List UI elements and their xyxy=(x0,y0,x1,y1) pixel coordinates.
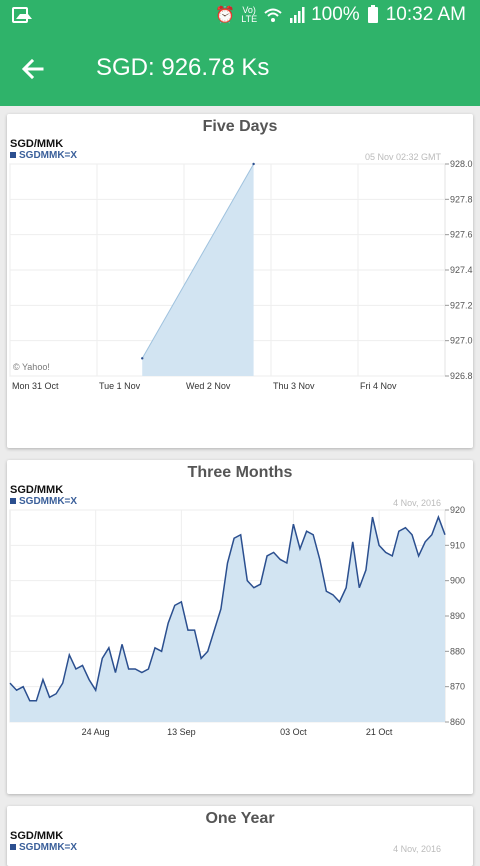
wifi-icon xyxy=(264,8,282,22)
chart-symbol: SGDMMK=X xyxy=(10,150,77,161)
y-tick-label: 880 xyxy=(450,646,465,656)
chart-title: Three Months xyxy=(187,464,293,481)
y-tick-label: 928.0 xyxy=(450,159,473,169)
data-point xyxy=(252,162,255,166)
y-tick-label: 927.0 xyxy=(450,336,473,346)
series-line xyxy=(9,514,446,702)
y-tick-label: 926.8 xyxy=(450,371,473,381)
battery-percent: 100% xyxy=(311,4,360,25)
three-months-chart: 920 910 900 890 880 870 860 24 Aug 13 Sep 03 Oct 2… xyxy=(9,505,465,737)
x-tick-label: 03 Oct xyxy=(280,727,307,737)
y-tick-label: 870 xyxy=(450,682,465,692)
legend-swatch xyxy=(10,498,16,504)
chart-timestamp: 4 Nov, 2016 xyxy=(393,844,441,854)
five-days-chart: 928.0 927.8 927.6 927.4 927.2 927.0 926.8 Mon 3… xyxy=(9,159,473,391)
five-days-card: Five Days SGD/MMK SGDMMK=X 05 Nov 02:32 … xyxy=(7,114,473,448)
y-tick-label: 890 xyxy=(450,611,465,621)
x-tick-label: Tue 1 Nov xyxy=(99,381,141,391)
chart-pair: SGD/MMK xyxy=(10,138,64,150)
series-line xyxy=(141,163,255,359)
y-tick-label: 927.6 xyxy=(450,230,473,240)
y-tick-label: 860 xyxy=(450,717,465,727)
chart-symbol-label: SGDMMK=X xyxy=(19,150,78,161)
x-tick-label: 24 Aug xyxy=(82,727,110,737)
chart-pair: SGD/MMK xyxy=(10,830,64,842)
one-year-card: One Year SGD/MMK SGDMMK=X 4 Nov, 2016 xyxy=(7,806,473,866)
legend-swatch xyxy=(10,152,16,158)
app-bar: SGD: 926.78 Ks xyxy=(0,32,480,106)
volte-icon: Vo) LTE xyxy=(241,5,258,24)
chart-pair: SGD/MMK xyxy=(10,484,64,496)
series-area xyxy=(142,164,254,376)
chart-symbol-label: SGDMMK=X xyxy=(19,496,78,507)
y-tick-label: 927.4 xyxy=(450,265,473,275)
page-title: SGD: 926.78 Ks xyxy=(96,54,270,81)
series-area xyxy=(10,517,445,722)
chart-title: Five Days xyxy=(202,118,278,135)
chart-symbol: SGDMMK=X xyxy=(10,496,77,507)
status-bar: ⏰ Vo) LTE 100% 10:32 AM xyxy=(0,0,480,32)
status-icons: ⏰ Vo) LTE 100% 10:32 AM xyxy=(215,4,466,26)
x-tick-label: Wed 2 Nov xyxy=(186,381,231,391)
chart-symbol-label: SGDMMK=X xyxy=(19,842,78,853)
x-tick-label: Mon 31 Oct xyxy=(12,381,59,391)
y-tick-label: 910 xyxy=(450,540,465,550)
image-icon xyxy=(12,7,32,23)
alarm-icon: ⏰ xyxy=(215,7,236,24)
battery-icon xyxy=(367,5,378,23)
chart-timestamp: 4 Nov, 2016 xyxy=(393,498,441,508)
yahoo-credit: © Yahoo! xyxy=(13,362,50,372)
x-tick-label: 13 Sep xyxy=(167,727,196,737)
clock: 10:32 AM xyxy=(385,4,466,25)
chart-title: One Year xyxy=(205,810,275,827)
chart-symbol: SGDMMK=X xyxy=(10,842,77,853)
legend-swatch xyxy=(10,844,16,850)
y-tick-label: 920 xyxy=(450,505,465,515)
three-months-card: Three Months SGD/MMK SGDMMK=X 4 Nov, 201… xyxy=(7,460,473,794)
x-tick-label: Thu 3 Nov xyxy=(273,381,315,391)
y-tick-label: 927.2 xyxy=(450,300,473,310)
x-tick-label: 21 Oct xyxy=(366,727,393,737)
y-tick-label: 900 xyxy=(450,576,465,586)
x-tick-label: Fri 4 Nov xyxy=(360,381,397,391)
y-tick-label: 927.8 xyxy=(450,194,473,204)
arrow-left-icon[interactable] xyxy=(18,54,48,84)
chart-timestamp: 05 Nov 02:32 GMT xyxy=(364,152,441,162)
signal-icon xyxy=(290,7,305,23)
data-point xyxy=(141,357,144,360)
